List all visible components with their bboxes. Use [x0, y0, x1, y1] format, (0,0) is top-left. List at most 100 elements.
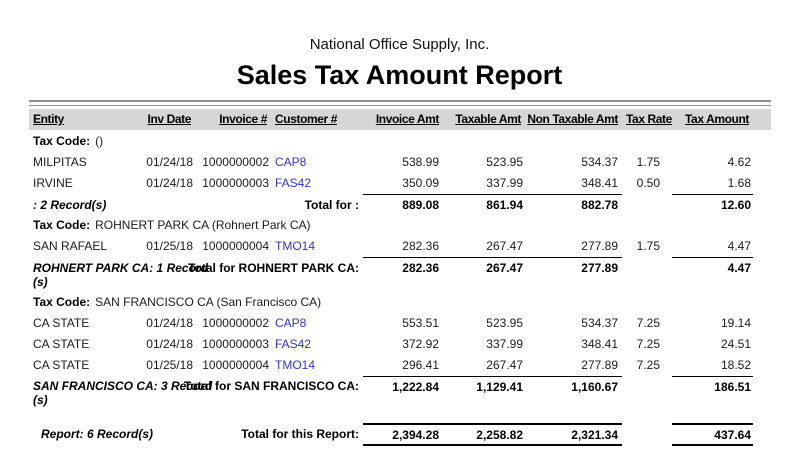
- rule-line-bottom: [29, 105, 771, 106]
- total-invoice-amt: 1,222.84: [363, 375, 443, 409]
- tax-code-value: SAN FRANCISCO CA (San Francisco CA): [95, 294, 322, 309]
- report-total-taxable-amt: 2,258.82: [443, 423, 525, 446]
- cell-invoice-amt: 553.51: [402, 315, 439, 330]
- cell-entity: CA STATE: [33, 315, 90, 330]
- col-header-tax-rate[interactable]: Tax Rate: [622, 109, 672, 130]
- cell-tax-amount: 24.51: [720, 336, 751, 351]
- invoice-row: CA STATE 01/24/18 1000000003 FAS42 372.9…: [29, 334, 771, 355]
- col-header-invoice-amt[interactable]: Invoice Amt: [363, 109, 443, 130]
- tax-code-cell: Tax Code: SAN FRANCISCO CA (San Francisco…: [29, 291, 771, 313]
- cell-tax-amount: 4.47: [727, 239, 751, 253]
- cell-non-taxable-amt: 534.37: [581, 315, 618, 330]
- customer-link[interactable]: CAP8: [275, 315, 307, 330]
- group-record-count: : 2 Record(s): [33, 197, 107, 212]
- filler-cell: [753, 173, 771, 195]
- tax-code-label: Tax Code:: [33, 218, 91, 232]
- cell-inv-date: 01/24/18: [146, 336, 193, 351]
- cell-non-taxable-amt: 348.41: [581, 336, 618, 351]
- total-invoice-amt: 889.08: [363, 194, 443, 214]
- customer-link[interactable]: TMO14: [275, 239, 316, 253]
- total-non-taxable-amt: 882.78: [525, 194, 622, 214]
- group-record-count: SAN FRANCISCO CA: 3 Record (s): [33, 379, 213, 407]
- invoice-row: CA STATE 01/24/18 1000000002 CAP8 553.51…: [29, 313, 771, 334]
- cell-invoice-number: 1000000003: [202, 336, 269, 351]
- tax-code-cell: Tax Code: ROHNERT PARK CA (Rohnert Park C…: [29, 214, 771, 236]
- col-header-entity[interactable]: Entity: [29, 109, 137, 130]
- empty-tax-rate-cell: [622, 424, 672, 445]
- cell-entity: MILPITAS: [33, 155, 87, 169]
- filler-cell: [753, 258, 771, 291]
- cell-tax-amount: 4.62: [727, 155, 751, 169]
- cell-inv-date: 01/24/18: [146, 315, 193, 330]
- col-header-inv-date[interactable]: Inv Date: [137, 109, 195, 130]
- group-total-label: Total for SAN FRANCISCO CA:: [183, 379, 359, 393]
- invoice-row: MILPITAS 01/24/18 1000000002 CAP8 538.99…: [29, 152, 771, 173]
- report-total-label: Total for this Report:: [241, 427, 359, 441]
- report-record-count: Report: 6 Record(s): [41, 427, 154, 441]
- report-total-non-taxable-amt: 2,321.34: [525, 423, 622, 446]
- report-total-row: Report: 6 Record(s) Total for this Repor…: [29, 423, 771, 446]
- cell-tax-rate: 7.25: [636, 315, 660, 330]
- col-header-taxable-amt[interactable]: Taxable Amt: [443, 109, 525, 130]
- tax-code-value: (): [95, 134, 104, 148]
- cell-inv-date: 01/25/18: [146, 357, 193, 372]
- cell-invoice-number: 1000000002: [202, 155, 269, 169]
- customer-link[interactable]: TMO14: [275, 357, 316, 372]
- total-tax-amount: 4.47: [672, 257, 753, 291]
- tax-code-label: Tax Code:: [33, 134, 91, 148]
- cell-invoice-number: 1000000004: [202, 239, 269, 253]
- filler-cell: [753, 355, 771, 377]
- cell-taxable-amt: 523.95: [486, 155, 523, 169]
- cell-entity: CA STATE: [33, 336, 90, 351]
- group-total-row: : 2 Record(s) Total for : 889.08 861.94 …: [29, 194, 771, 215]
- customer-link[interactable]: FAS42: [275, 336, 312, 351]
- report-total-tax-amount: 437.64: [672, 423, 753, 446]
- filler-cell: [753, 313, 771, 334]
- col-header-tax-amount[interactable]: Tax Amount: [672, 109, 753, 130]
- cell-entity: SAN RAFAEL: [33, 239, 108, 253]
- customer-link[interactable]: FAS42: [275, 176, 312, 190]
- empty-tax-rate-cell: [622, 376, 672, 409]
- cell-invoice-number: 1000000003: [202, 176, 269, 190]
- cell-tax-amount: 18.52: [720, 357, 751, 372]
- cell-tax-amount: 19.14: [720, 315, 751, 330]
- total-taxable-amt: 267.47: [443, 257, 525, 291]
- cell-entity: IRVINE: [33, 176, 73, 190]
- total-tax-amount: 186.51: [672, 375, 753, 409]
- tax-code-value: ROHNERT PARK CA (Rohnert Park CA): [95, 218, 311, 232]
- cell-entity: CA STATE: [33, 357, 90, 372]
- tax-code-cell: Tax Code: (): [29, 130, 771, 152]
- cell-invoice-number: 1000000002: [202, 315, 269, 330]
- invoice-row: SAN RAFAEL 01/25/18 1000000004 TMO14 282…: [29, 236, 771, 258]
- col-header-non-taxable-amt[interactable]: Non Taxable Amt: [525, 109, 622, 130]
- total-taxable-amt: 1,129.41: [443, 375, 525, 409]
- group-total-row: SAN FRANCISCO CA: 3 Record (s) Total for…: [29, 375, 771, 409]
- cell-tax-rate: 0.50: [636, 176, 660, 190]
- group-total-label: Total for :: [304, 197, 359, 212]
- cell-taxable-amt: 267.47: [486, 239, 523, 253]
- column-header-row: Entity Inv Date Invoice # Customer # Inv…: [29, 109, 771, 130]
- empty-tax-rate-cell: [622, 258, 672, 291]
- cell-invoice-amt: 372.92: [402, 336, 439, 351]
- cell-inv-date: 01/25/18: [146, 239, 193, 253]
- col-header-customer-number[interactable]: Customer #: [271, 109, 363, 130]
- cell-invoice-amt: 296.41: [402, 357, 439, 372]
- cell-invoice-amt: 282.36: [402, 239, 439, 253]
- cell-tax-rate: 1.75: [636, 155, 660, 169]
- filler-cell: [753, 334, 771, 355]
- col-header-invoice-number[interactable]: Invoice #: [195, 109, 271, 130]
- empty-tax-rate-cell: [622, 195, 672, 215]
- header-filler-cell: [753, 109, 771, 130]
- page-title: Sales Tax Amount Report: [236, 60, 563, 90]
- cell-non-taxable-amt: 534.37: [581, 155, 618, 169]
- sales-tax-report-table: Entity Inv Date Invoice # Customer # Inv…: [29, 109, 771, 446]
- cell-invoice-amt: 538.99: [402, 155, 439, 169]
- cell-inv-date: 01/24/18: [146, 155, 193, 169]
- filler-cell: [753, 195, 771, 215]
- customer-link[interactable]: CAP8: [275, 155, 307, 169]
- cell-inv-date: 01/24/18: [146, 176, 193, 190]
- cell-non-taxable-amt: 348.41: [581, 176, 618, 190]
- filler-cell: [753, 236, 771, 258]
- group-header-row: Tax Code: ROHNERT PARK CA (Rohnert Park C…: [29, 214, 771, 236]
